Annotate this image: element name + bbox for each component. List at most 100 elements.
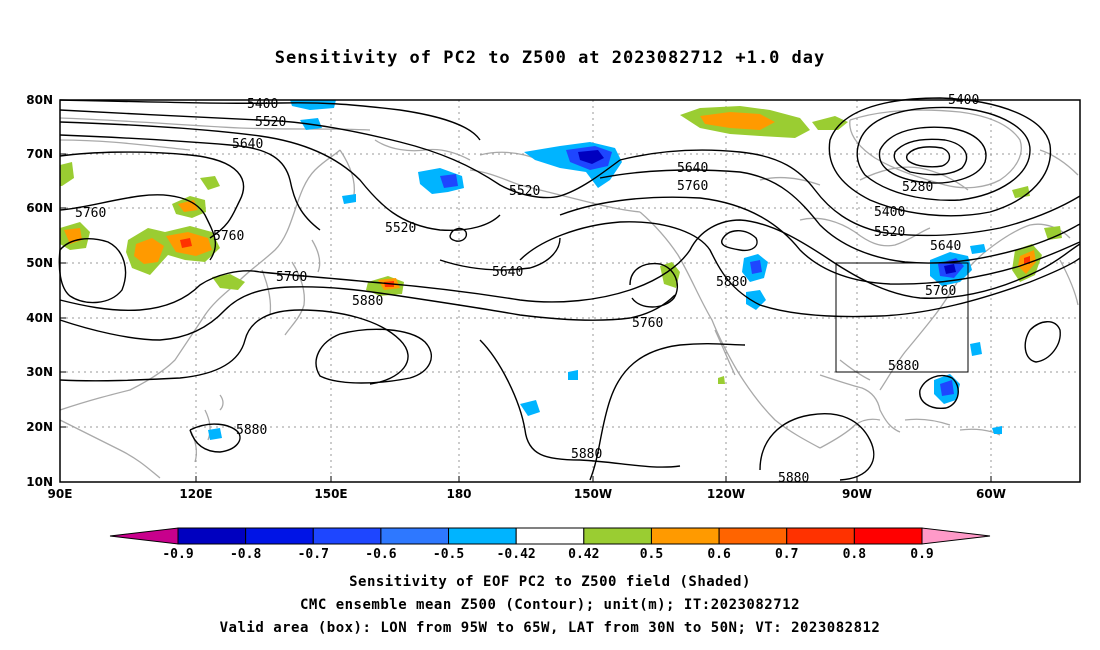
contour-label: 5640 [930, 239, 961, 254]
contour-label: 5760 [677, 179, 708, 194]
lat-tick-label: 40N [26, 311, 53, 325]
contour-label: 5640 [677, 161, 708, 176]
contour-label: 5520 [509, 184, 540, 199]
shade-darkblue [578, 150, 604, 164]
colorbar-segment [786, 527, 855, 545]
shade-orange [700, 112, 775, 130]
colorbar-label: -0.7 [298, 547, 329, 562]
lat-tick-label: 20N [26, 420, 53, 434]
colorbar-label: -0.42 [497, 547, 536, 562]
colorbar-label: 0.9 [910, 547, 933, 562]
shade-green [812, 116, 848, 130]
shade-orange [134, 238, 164, 264]
colorbar-label: 0.42 [568, 547, 599, 562]
colorbar-segment [177, 527, 247, 545]
shade-blue [440, 174, 458, 188]
lon-tick-label: 60W [976, 487, 1006, 501]
contour-label: 5880 [716, 275, 747, 290]
caption-line-3: Valid area (box): LON from 95W to 65W, L… [219, 620, 881, 636]
z500-contours [58, 97, 1081, 481]
lat-tick-label: 80N [26, 93, 53, 107]
colorbar-segment [448, 527, 517, 545]
shade-cyan [970, 342, 982, 356]
map-title: Sensitivity of PC2 to Z500 at 2023082712… [274, 48, 826, 68]
colorbar-segment [853, 527, 923, 545]
contour-label: 5880 [236, 423, 267, 438]
contour-label: 5880 [571, 447, 602, 462]
contour-label: 5640 [232, 137, 263, 152]
shade-cyan [520, 400, 540, 416]
shade-darkblue [944, 264, 956, 274]
shade-green [718, 376, 725, 384]
lon-tick-label: 150E [314, 487, 347, 501]
contour-label: 5760 [632, 316, 663, 331]
lon-tick-label: 90W [842, 487, 872, 501]
contour-label: 5760 [75, 206, 106, 221]
colorbar-label: -0.5 [433, 547, 464, 562]
contour-label: 5520 [255, 115, 286, 130]
contour-label: 5880 [352, 294, 383, 309]
lon-tick-label: 150W [574, 487, 612, 501]
lon-tick-label: 90E [48, 487, 73, 501]
lat-tick-label: 50N [26, 256, 53, 270]
map-frame [59, 99, 1081, 483]
contour-label: 5400 [874, 205, 905, 220]
sensitivity-shading [60, 100, 1062, 440]
shade-green [660, 262, 680, 288]
contour-label: 5640 [492, 265, 523, 280]
shade-red [180, 238, 192, 248]
axis-ticks [60, 99, 992, 483]
contour-label: 5520 [874, 225, 905, 240]
colorbar-label: 0.5 [640, 547, 663, 562]
shade-blue [940, 380, 954, 396]
contour-label: 5520 [385, 221, 416, 236]
lat-tick-label: 30N [26, 365, 53, 379]
shade-green [200, 176, 220, 190]
valid-area-box [835, 262, 969, 373]
lat-axis: 80N 70N 60N 50N 40N 30N 20N 10N [26, 93, 53, 489]
shade-cyan [992, 426, 1002, 434]
lon-tick-label: 120E [179, 487, 212, 501]
colorbar-segment [515, 527, 585, 545]
lon-tick-label: 120W [707, 487, 745, 501]
shade-green [212, 274, 245, 290]
shade-cyan [342, 194, 356, 204]
colorbar-segment [650, 527, 720, 545]
colorbar-segment [583, 527, 652, 545]
colorbar-label: 0.8 [843, 547, 867, 562]
contour-label: 5760 [925, 284, 956, 299]
colorbar-segment [312, 527, 382, 545]
colorbar-segment [245, 527, 314, 545]
colorbar-label: 0.6 [707, 547, 731, 562]
colorbar-label: -0.8 [230, 547, 261, 562]
colorbar-label: 0.7 [775, 547, 798, 562]
colorbar: -0.9 -0.8 -0.7 -0.6 -0.5 -0.42 0.42 0.5 0.6 0.7 0.… [109, 527, 991, 562]
lat-tick-label: 10N [26, 475, 53, 489]
lon-tick-label: 180 [446, 487, 471, 501]
colorbar-segment [380, 527, 450, 545]
contour-label: 5280 [902, 180, 933, 195]
contour-label: 5760 [213, 229, 244, 244]
lat-tick-label: 60N [26, 201, 53, 215]
shade-red [1024, 256, 1030, 264]
caption-line-1: Sensitivity of EOF PC2 to Z500 field (Sh… [349, 574, 751, 590]
contour-label: 5880 [888, 359, 919, 374]
shade-cyan [208, 428, 222, 440]
colorbar-high-extension [921, 527, 991, 545]
shade-blue [750, 260, 762, 274]
caption-line-2: CMC ensemble mean Z500 (Contour); unit(m… [299, 597, 800, 613]
shade-green [60, 162, 74, 186]
shade-green [1044, 226, 1062, 240]
colorbar-label: -0.9 [162, 547, 193, 562]
colorbar-segment [718, 527, 788, 545]
lon-axis: 90E 120E 150E 180 150W 120W 90W 60W [48, 487, 1006, 501]
contour-label: 5880 [778, 471, 809, 486]
contour-label: 5760 [276, 270, 307, 285]
lat-tick-label: 70N [26, 147, 53, 161]
shade-cyan [970, 244, 986, 254]
shade-cyan [568, 370, 578, 380]
colorbar-label: -0.6 [365, 547, 396, 562]
contour-label: 5880 [400, 287, 431, 302]
colorbar-low-extension [109, 527, 179, 545]
